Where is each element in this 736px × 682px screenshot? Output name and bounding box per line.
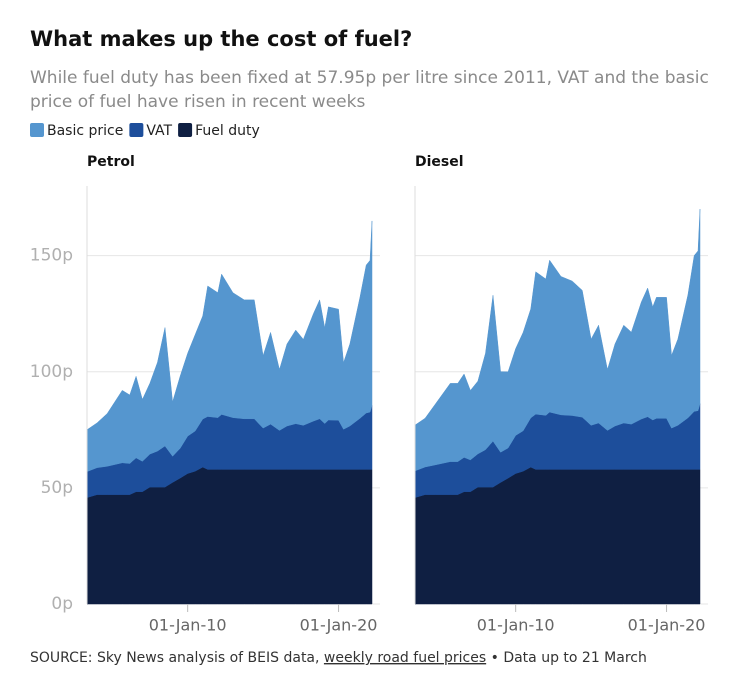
x-tick-label: 01-Jan-10 [477, 616, 555, 635]
subtitle: While fuel duty has been fixed at 57.95p… [30, 68, 709, 88]
y-tick-label: 50p [41, 478, 73, 498]
y-tick-label: 0p [51, 594, 73, 614]
source-link[interactable]: weekly road fuel prices [324, 650, 486, 666]
legend-label: VAT [146, 123, 172, 139]
area [414, 209, 701, 472]
source-text: SOURCE: Sky News analysis of BEIS data, [30, 650, 319, 666]
source: SOURCE: Sky News analysis of BEIS data, … [30, 650, 647, 666]
legend: Basic price VAT Fuel duty [30, 123, 260, 139]
source-tail: • Data up to 21 March [491, 650, 647, 666]
y-tick-label: 100p [30, 362, 73, 382]
x-tick-label: 01-Jan-20 [628, 616, 706, 635]
y-tick-label: 150p [30, 246, 73, 266]
legend-swatch [129, 123, 144, 137]
area [86, 220, 373, 472]
panel-title: Diesel [415, 154, 464, 170]
subtitle: price of fuel have risen in recent weeks [30, 92, 365, 112]
legend-swatch [178, 123, 193, 137]
x-tick-label: 01-Jan-10 [149, 616, 227, 635]
title: What makes up the cost of fuel? [30, 27, 412, 51]
legend-label: Basic price [47, 123, 123, 139]
chart-panel: Petrol 0p 50p 100p 150p 01-Jan-10 01-Jan-20 [30, 154, 380, 635]
x-tick-label: 01-Jan-20 [300, 616, 378, 635]
legend-label: Fuel duty [195, 123, 260, 139]
legend-swatch [30, 123, 44, 137]
chart-panel: Diesel 01-Jan-10 01-Jan-20 [414, 154, 708, 635]
panel-title: Petrol [87, 154, 135, 170]
